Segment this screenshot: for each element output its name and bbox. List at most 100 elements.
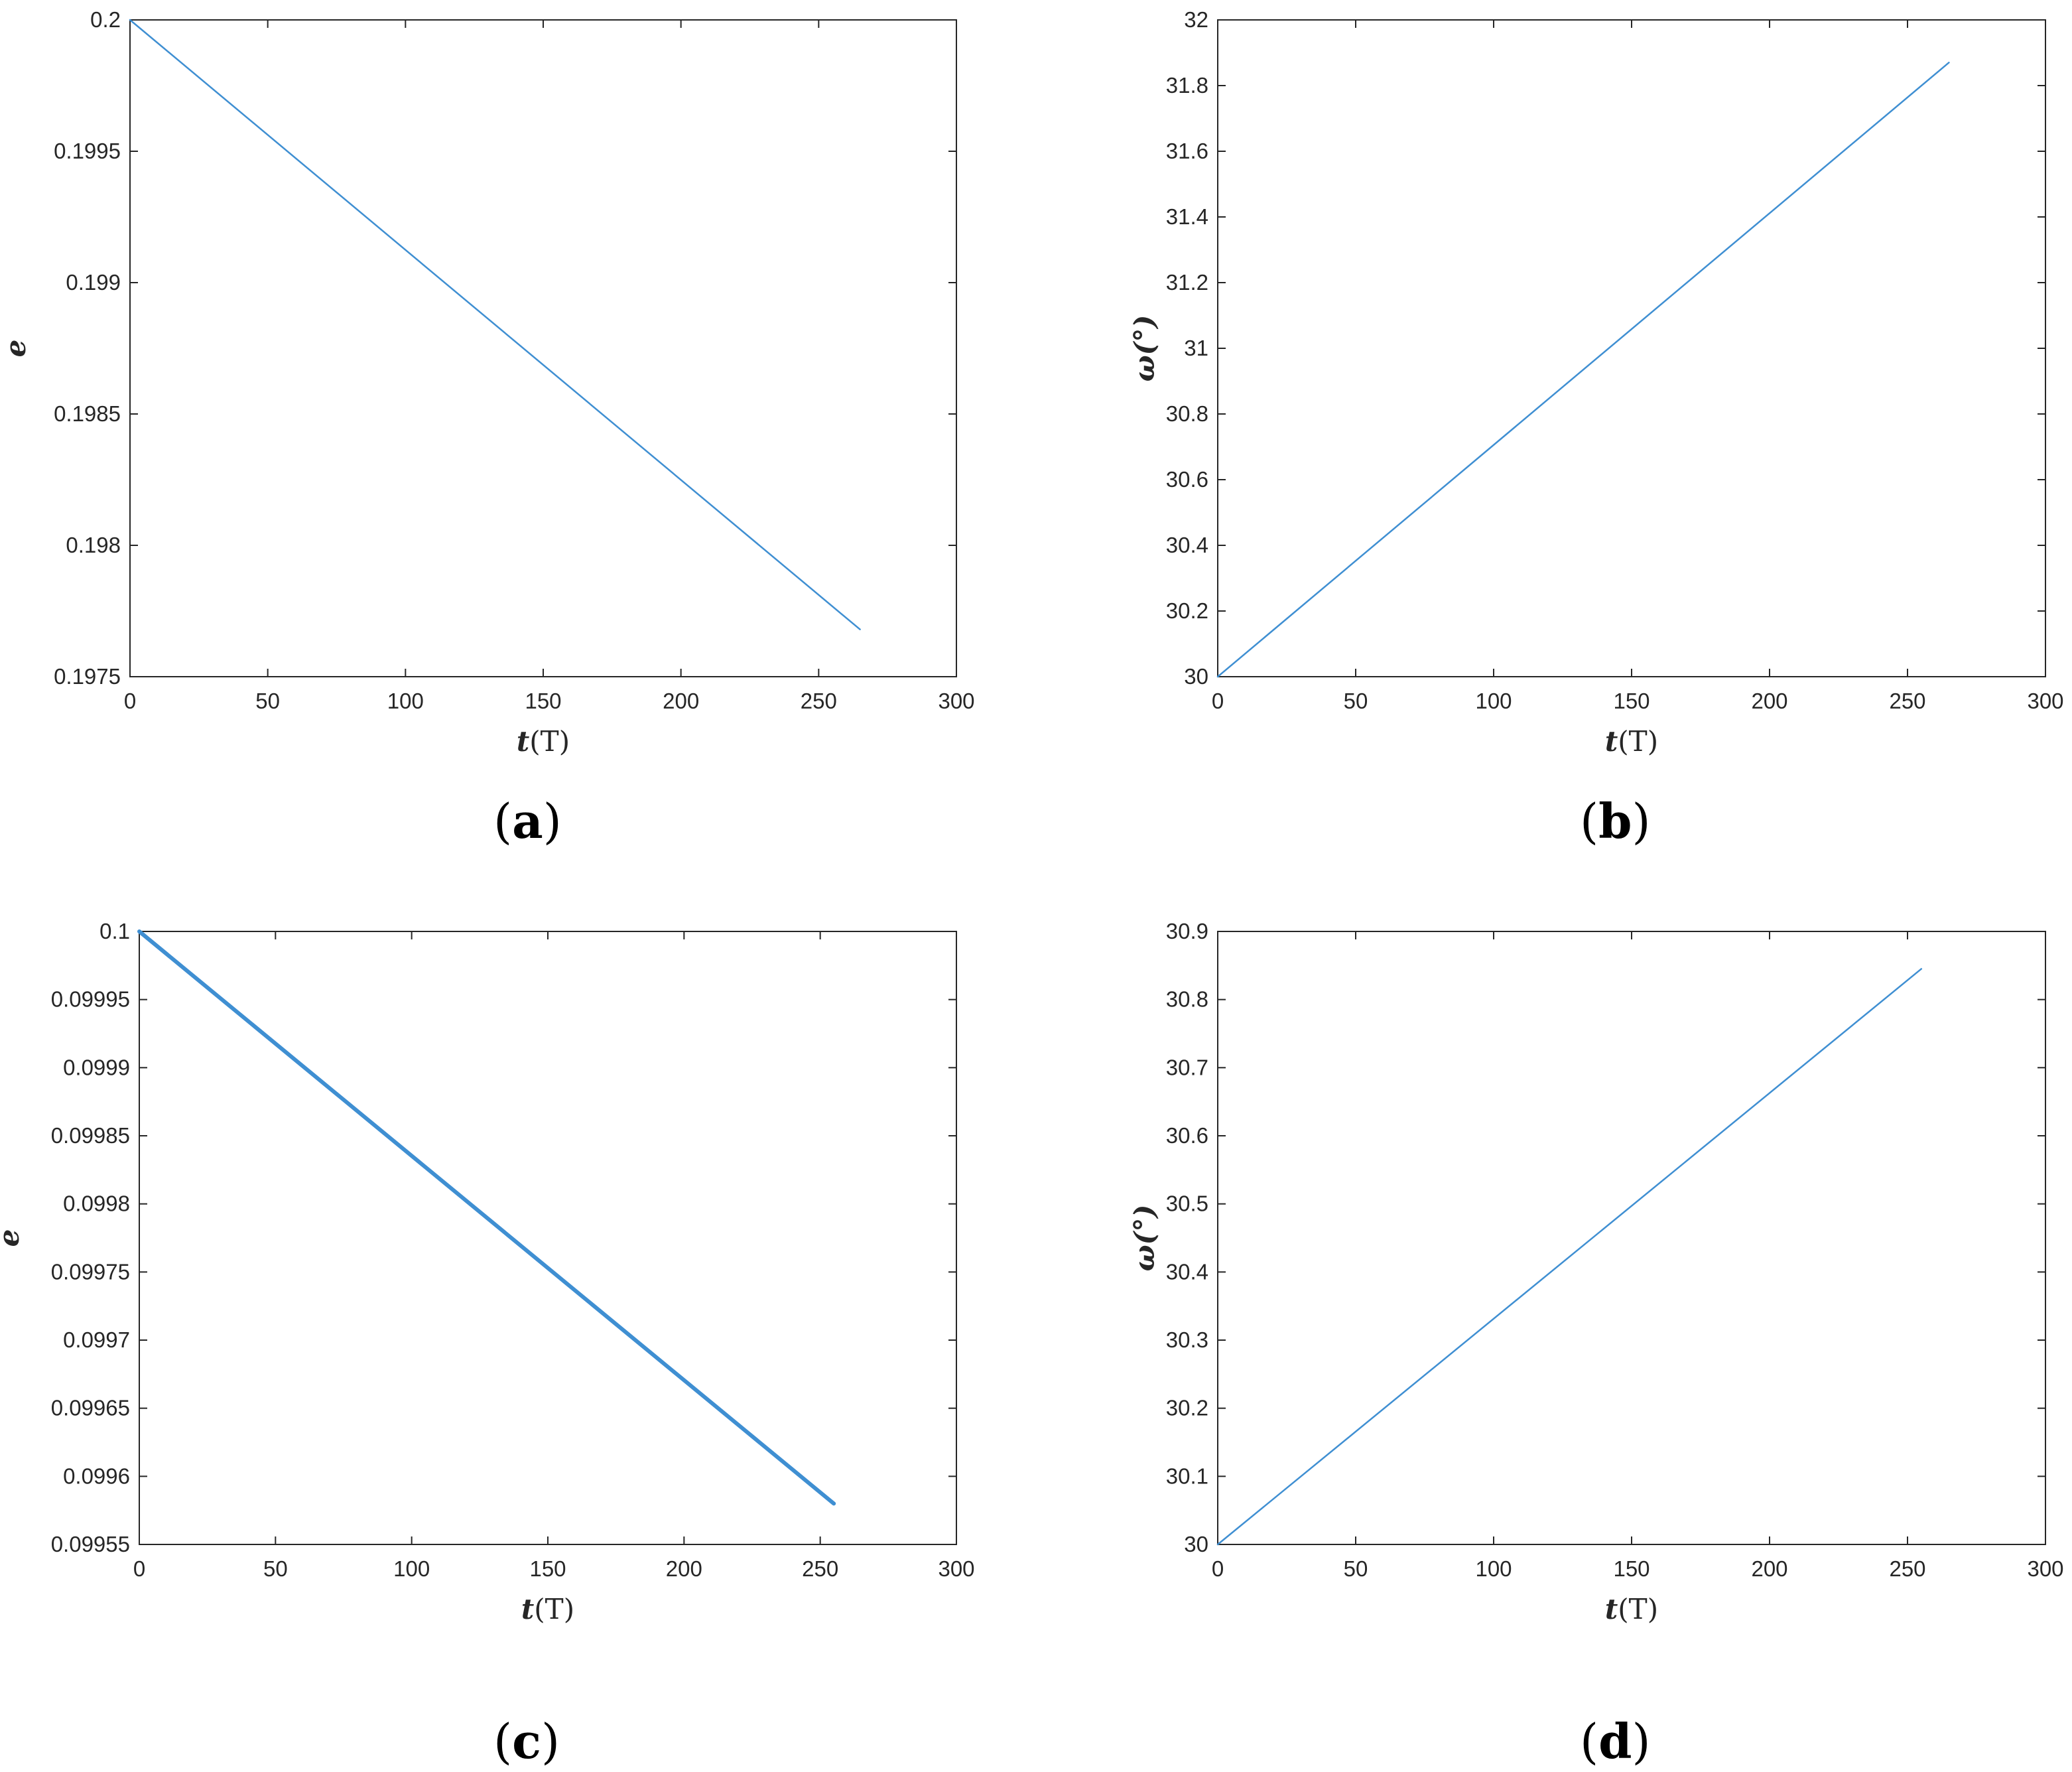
y-tick-label-b: 32 [1184, 7, 1208, 32]
y-tick-label-d: 30.8 [1166, 987, 1208, 1012]
plot-frame-a [129, 19, 957, 677]
y-axis-label-b: ω(°) [1128, 315, 1161, 382]
y-tick-label-d: 30.5 [1166, 1192, 1208, 1216]
y-axis-label-d: ω(°) [1128, 1205, 1161, 1272]
y-tick-label-b: 31.2 [1166, 270, 1208, 295]
x-tick-label-d: 0 [1212, 1556, 1224, 1581]
y-tick-label-a: 0.198 [66, 533, 121, 557]
series-line-c [137, 929, 836, 1506]
x-axis-variable-d: t [1605, 1593, 1618, 1625]
x-tick-label-a: 50 [255, 689, 280, 713]
chart-d: 0 50 100 150 200 250 300 30 30.1 30.2 30.3 30.4 30.5… [1128, 919, 2064, 1625]
x-tick-label-c: 300 [938, 1556, 974, 1581]
y-tick-label-a: 0.1985 [54, 401, 121, 426]
y-tick-label-b: 31 [1184, 336, 1208, 360]
x-axis-variable-a: t [517, 725, 529, 758]
x-tick-label-d: 300 [2027, 1556, 2063, 1581]
x-tick-label-a: 250 [801, 689, 837, 713]
x-tick-label-d: 200 [1751, 1556, 1787, 1581]
series-line-d [1216, 968, 1923, 1546]
panel-letter-a: a [512, 793, 543, 849]
y-tick-label-d: 30 [1184, 1532, 1208, 1556]
y-tick-label-b: 30.8 [1166, 401, 1208, 426]
x-tick-label-b: 100 [1475, 689, 1512, 713]
x-axis-unit-a: (T) [529, 725, 570, 758]
panel-label-a: (a) [493, 793, 562, 849]
y-tick-label-c: 0.09965 [51, 1396, 130, 1420]
y-tick-label-c: 0.0997 [63, 1328, 130, 1352]
y-tick-label-d: 30.4 [1166, 1259, 1208, 1284]
y-tick-label-d: 30.7 [1166, 1055, 1208, 1079]
x-tick-label-c: 200 [666, 1556, 702, 1581]
x-tick-label-c: 150 [529, 1556, 566, 1581]
y-tick-label-c: 0.0998 [63, 1192, 130, 1216]
y-tick-label-a: 0.2 [90, 7, 121, 32]
x-tick-label-c: 250 [802, 1556, 838, 1581]
y-tick-label-c: 0.09975 [51, 1259, 130, 1284]
x-tick-label-d: 100 [1475, 1556, 1512, 1581]
x-tick-label-b: 150 [1613, 689, 1650, 713]
y-tick-label-b: 30.6 [1166, 467, 1208, 492]
x-axis-unit-b: (T) [1618, 725, 1658, 758]
y-tick-label-d: 30.1 [1166, 1464, 1208, 1488]
y-axis-label-c: e [0, 1229, 25, 1247]
y-tick-label-c: 0.09985 [51, 1123, 130, 1148]
x-axis-variable-c: t [521, 1593, 534, 1625]
y-tick-label-b: 31.6 [1166, 139, 1208, 163]
x-tick-label-c: 0 [133, 1556, 145, 1581]
y-tick-label-d: 30.3 [1166, 1328, 1208, 1352]
y-axis-label-a: e [0, 340, 32, 358]
x-tick-label-b: 300 [2027, 689, 2063, 713]
x-tick-label-a: 0 [124, 689, 136, 713]
y-tick-label-b: 30.4 [1166, 533, 1208, 557]
series-line-a [129, 19, 861, 630]
y-tick-label-a: 0.1995 [54, 139, 121, 163]
x-tick-label-d: 50 [1344, 1556, 1368, 1581]
x-tick-label-b: 200 [1751, 689, 1787, 713]
x-axis-label-d: t(T) [1605, 1593, 1658, 1625]
panel-label-b: (b) [1580, 793, 1651, 849]
panel-letter-b: b [1598, 793, 1632, 849]
x-axis-label-b: t(T) [1605, 725, 1658, 758]
y-tick-label-d: 30.2 [1166, 1396, 1208, 1420]
y-tick-label-c: 0.1 [99, 919, 130, 943]
x-tick-label-a: 150 [525, 689, 561, 713]
y-tick-label-a: 0.1975 [54, 664, 121, 689]
chart-b: 0 50 100 150 200 250 300 30 30.2 30.4 30.6 30.8 31 31… [1128, 7, 2064, 758]
y-tick-label-c: 0.0996 [63, 1464, 130, 1488]
y-tick-label-c: 0.0999 [63, 1055, 130, 1079]
y-tick-label-a: 0.199 [66, 270, 121, 295]
panel-label-d: (d) [1580, 1713, 1651, 1769]
y-tick-label-b: 31.4 [1166, 204, 1208, 229]
x-axis-label-a: t(T) [517, 725, 570, 758]
y-tick-label-d: 30.6 [1166, 1123, 1208, 1148]
y-tick-label-b: 31.8 [1166, 73, 1208, 98]
chart-a: 0 50 100 150 200 250 300 0.1975 0.198 0.1985 0.199… [0, 7, 975, 758]
x-axis-unit-c: (T) [534, 1593, 574, 1625]
panel-label-c: (c) [493, 1713, 560, 1769]
y-tick-label-d: 30.9 [1166, 919, 1208, 943]
panel-letter-d: d [1598, 1713, 1632, 1769]
x-tick-label-c: 100 [393, 1556, 430, 1581]
x-tick-label-d: 150 [1613, 1556, 1650, 1581]
panel-letter-c: c [512, 1713, 541, 1769]
x-tick-label-a: 200 [663, 689, 699, 713]
y-tick-label-c: 0.09995 [51, 987, 130, 1012]
x-axis-label-c: t(T) [521, 1593, 574, 1625]
series-line-b [1216, 62, 1950, 678]
plot-frame-c [139, 931, 957, 1545]
y-tick-label-c: 0.09955 [51, 1532, 130, 1556]
x-axis-unit-d: (T) [1618, 1593, 1658, 1625]
plot-frame-d [1217, 931, 2046, 1545]
y-tick-label-b: 30 [1184, 664, 1208, 689]
x-axis-variable-b: t [1605, 725, 1618, 758]
x-tick-label-c: 50 [263, 1556, 288, 1581]
x-tick-label-b: 0 [1212, 689, 1224, 713]
x-tick-label-a: 100 [387, 689, 424, 713]
plot-frame-b [1217, 19, 2046, 677]
x-tick-label-a: 300 [938, 689, 974, 713]
chart-c: 0 50 100 150 200 250 300 0.09955 0.0996 0.09965 0.… [0, 919, 975, 1625]
x-tick-label-b: 250 [1889, 689, 1925, 713]
